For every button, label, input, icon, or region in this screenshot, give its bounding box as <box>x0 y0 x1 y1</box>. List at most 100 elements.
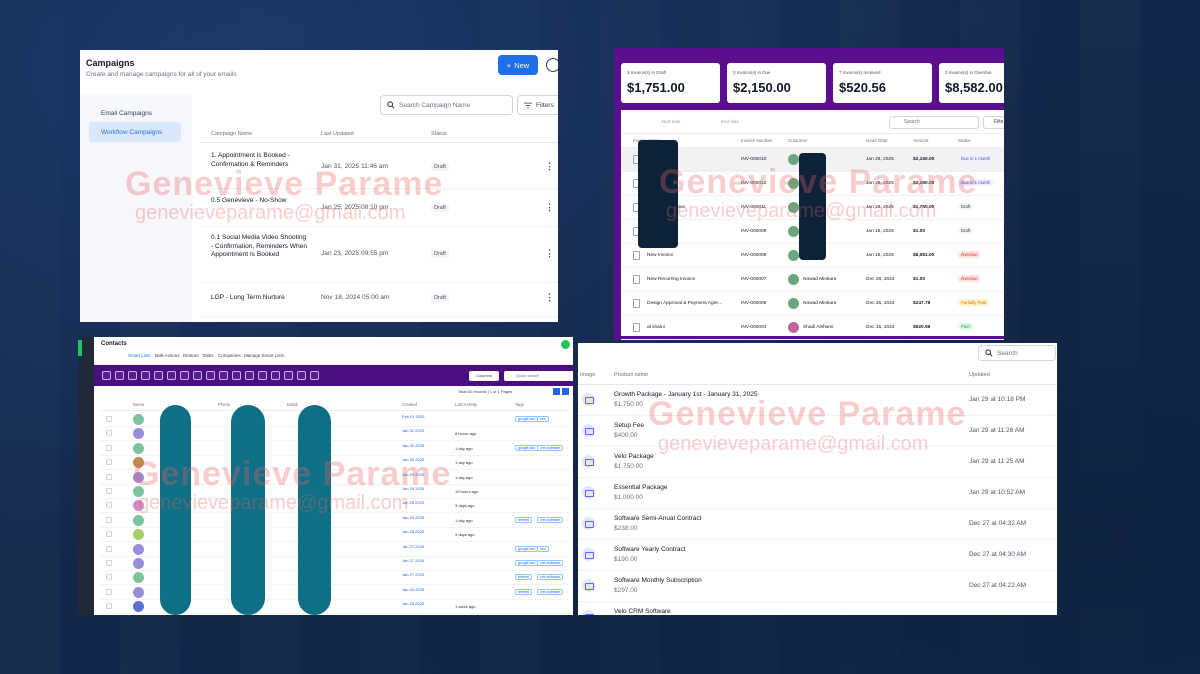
avatar <box>133 543 144 555</box>
more-icon[interactable]: ⋮ <box>545 202 554 212</box>
table-row[interactable]: Jan 28 2025 3 days ago <box>100 498 570 514</box>
table-row[interactable]: Growth Package - January 1st - January 3… <box>578 385 1057 416</box>
toolbar-action-button[interactable] <box>167 371 176 380</box>
row-checkbox[interactable] <box>106 588 112 595</box>
table-row[interactable]: 0.5 Genevieve - No-Show Jan 25, 2025 08:… <box>200 189 558 227</box>
toolbar-action-button[interactable] <box>219 371 228 380</box>
table-row[interactable]: al shami INV-000004 Shadi Alshami Dec 15, 2… <box>621 316 1004 340</box>
quick-search-input[interactable]: Quick search <box>504 371 573 381</box>
table-row[interactable]: Velo CRM Software <box>578 602 1057 615</box>
table-row[interactable]: Jan 27 2025 referral crm software <box>100 570 570 586</box>
table-row[interactable]: New Recurring Invoice INV-000007 Nowad Min… <box>621 268 1004 292</box>
end-date-input[interactable]: End date <box>721 119 740 124</box>
filters-button[interactable]: Filters <box>517 95 558 115</box>
row-checkbox[interactable] <box>106 545 112 552</box>
tab-bulk-actions[interactable]: Bulk Actions <box>155 353 180 358</box>
search-input[interactable]: Search Campaign Name <box>380 95 513 115</box>
toolbar-action-button[interactable] <box>115 371 124 380</box>
table-row[interactable]: Jan 28 2025 3 days ago <box>100 527 570 543</box>
nav-workflow-campaigns[interactable]: Workflow Campaigns <box>89 122 181 142</box>
tab-restore[interactable]: Restore <box>183 353 199 358</box>
table-row[interactable]: Jan 27 2025 google ads seo <box>100 542 570 557</box>
row-checkbox[interactable] <box>106 459 112 466</box>
table-row[interactable]: Jan 28 2025 1 day ago referral crm software <box>100 513 570 528</box>
toolbar-action-button[interactable] <box>154 371 163 380</box>
last-activity: 3 days ago <box>455 532 475 538</box>
table-row[interactable]: Design Approval & Payment Agre… INV-00000… <box>621 292 1004 316</box>
toolbar-action-button[interactable] <box>206 371 215 380</box>
toolbar-action-button[interactable] <box>310 371 319 380</box>
table-row[interactable]: 0.1 Social Media Video Shooting - Confir… <box>200 227 558 283</box>
campaign-name: 0.1 Social Media Video Shooting - Confir… <box>211 234 308 259</box>
page-next-button[interactable] <box>562 388 569 395</box>
toolbar-action-button[interactable] <box>271 371 280 380</box>
campaign-date: Nov 18, 2024 05:00 am <box>321 294 390 301</box>
table-row[interactable]: Jan 31 2025 8 hours ago <box>100 426 570 442</box>
new-campaign-button[interactable]: + New <box>498 55 538 75</box>
table-row[interactable]: Jan 29 2025 19 hours ago <box>100 484 570 499</box>
table-row[interactable]: Jan 26 2025 1 week ago <box>100 599 570 615</box>
row-checkbox[interactable] <box>106 603 112 610</box>
toolbar-action-button[interactable] <box>284 371 293 380</box>
start-date-input[interactable]: Start date <box>661 119 681 124</box>
table-row[interactable]: Jan 30 2025 1 day ago <box>100 455 570 471</box>
row-checkbox[interactable] <box>106 416 112 422</box>
toolbar-action-button[interactable] <box>128 371 137 380</box>
toolbar-action-button[interactable] <box>232 371 241 380</box>
search-input[interactable]: Search <box>889 116 979 129</box>
more-icon[interactable]: ⋮ <box>545 161 554 171</box>
page-prev-button[interactable] <box>553 388 560 395</box>
tab-manage-smart-lists[interactable]: Manage Smart Lists <box>244 353 285 358</box>
image-icon <box>582 424 595 437</box>
col-image: Image <box>580 372 596 378</box>
summary-card: 3 Invoice(s) in Draft $1,751.00 <box>621 63 720 103</box>
filters-button[interactable]: Filte <box>983 116 1004 129</box>
campaign-date: Jan 25, 2025 08:10 pm <box>321 204 389 211</box>
contacts-toolbar: Columns Quick search <box>94 365 573 386</box>
tab-tasks[interactable]: Tasks <box>202 353 214 358</box>
row-checkbox[interactable] <box>106 488 112 494</box>
toolbar-action-button[interactable] <box>245 371 254 380</box>
table-row[interactable]: Essential Package $1,000.00 Jan 29 at 10:5… <box>578 478 1057 509</box>
more-icon[interactable]: ⋮ <box>545 292 554 302</box>
updated-date: Dec 27 at 04:32 AM <box>969 520 1027 527</box>
more-icon[interactable]: ⋮ <box>545 248 554 258</box>
table-row[interactable]: LGP - Long Term Nurture Nov 18, 2024 05:… <box>200 283 558 317</box>
table-row[interactable]: Jan 29 2025 1 day ago <box>100 470 570 485</box>
toolbar-action-button[interactable] <box>141 371 150 380</box>
created-date: Jan 27 2025 <box>402 543 425 549</box>
table-row[interactable]: Software Yearly Contract $190.00 Dec 27 at… <box>578 540 1057 571</box>
table-row[interactable]: 1. Appointment is Booked - Confirmation … <box>200 145 558 189</box>
row-checkbox[interactable] <box>106 516 112 523</box>
table-row[interactable]: New Invoice INV-000008 Jan 15, 2025 $8,581.… <box>621 244 1004 268</box>
gear-icon[interactable] <box>546 58 558 72</box>
table-row[interactable]: Software Monthly Subscription $297.00 Dec … <box>578 571 1057 602</box>
row-checkbox[interactable] <box>106 473 112 480</box>
table-row[interactable]: Jan 26 2025 referral crm software <box>100 585 570 600</box>
row-checkbox[interactable] <box>106 444 112 451</box>
toolbar-action-button[interactable] <box>180 371 189 380</box>
col-customer: Customer <box>788 138 808 143</box>
table-row[interactable]: Velo Package $1,750.00 Jan 29 at 11:25 AM <box>578 447 1057 478</box>
toolbar-action-button[interactable] <box>102 371 111 380</box>
table-row[interactable]: Feb 01 2025 google ads seo <box>100 412 570 427</box>
toolbar-action-button[interactable] <box>193 371 202 380</box>
row-checkbox[interactable] <box>106 560 112 566</box>
row-checkbox[interactable] <box>106 574 112 581</box>
nav-email-campaigns[interactable]: Email Campaigns <box>101 109 152 117</box>
row-checkbox[interactable] <box>106 502 112 509</box>
columns-button[interactable]: Columns <box>469 371 499 381</box>
tag-badge: crm software <box>537 560 564 566</box>
search-input[interactable]: Search <box>978 345 1056 361</box>
tab-companies[interactable]: Companies <box>218 353 241 358</box>
table-row[interactable]: Software Semi-Anual Contract $238.00 Dec 2… <box>578 509 1057 540</box>
table-row[interactable]: Jan 27 2025 google ads crm software <box>100 556 570 571</box>
toolbar-action-button[interactable] <box>297 371 306 380</box>
row-checkbox[interactable] <box>106 430 112 437</box>
toolbar-action-button[interactable] <box>258 371 267 380</box>
row-checkbox[interactable] <box>106 531 112 538</box>
tab-smart-lists[interactable]: Smart Lists <box>128 353 151 358</box>
table-row[interactable]: Setup Fee $400.00 Jan 29 at 11:26 AM <box>578 416 1057 447</box>
table-row[interactable]: Jan 30 2025 1 day ago google ads crm softwa… <box>100 441 570 456</box>
help-icon[interactable] <box>561 340 570 349</box>
